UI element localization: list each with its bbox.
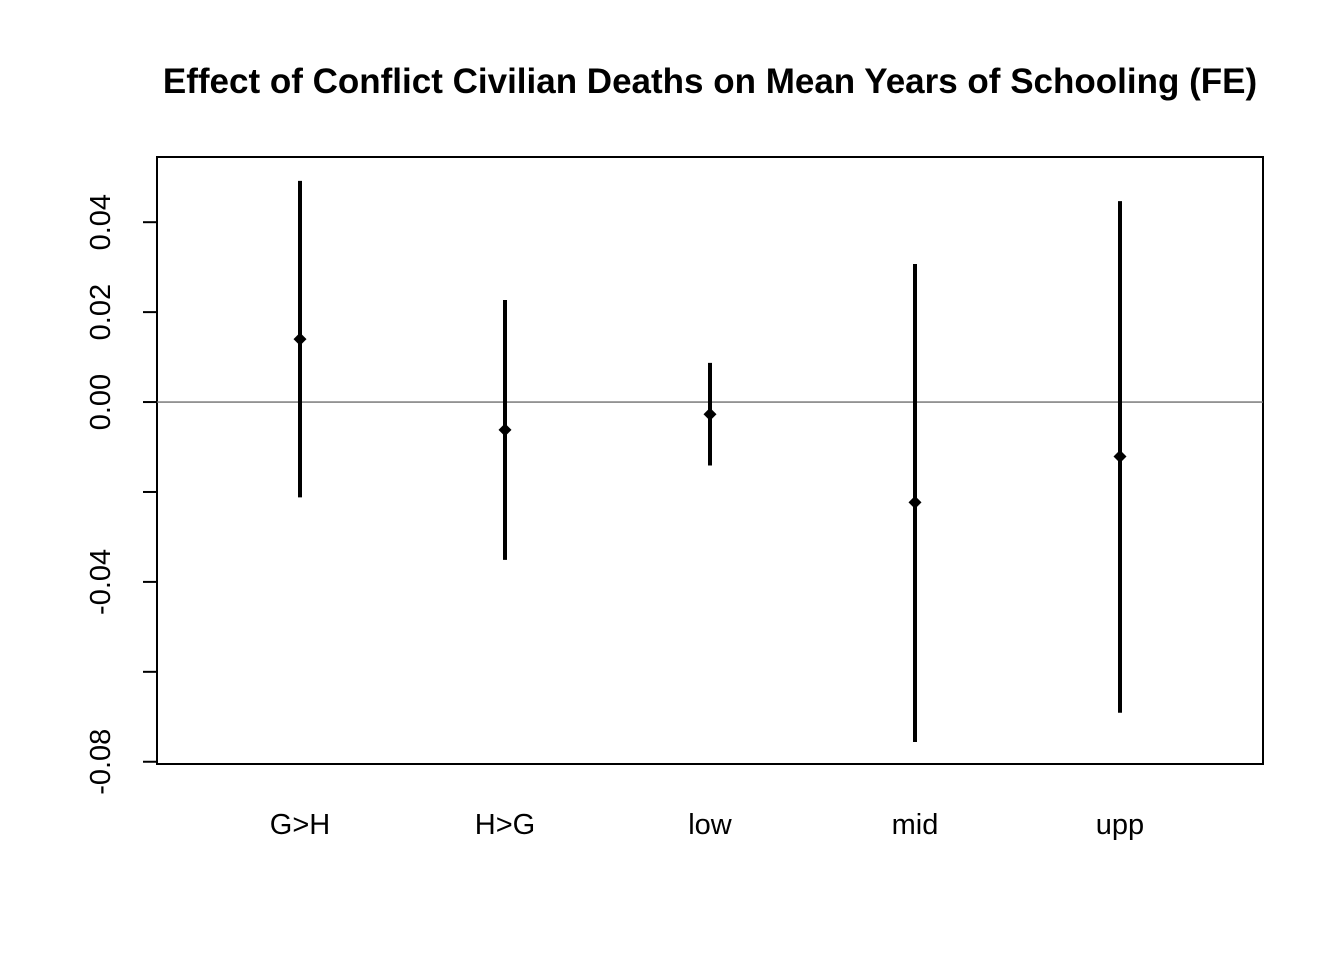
y-axis: 0.04 0.02 0.00 -0.04 -0.08 — [85, 194, 158, 795]
confidence-intervals — [298, 180, 1122, 742]
x-tick-label: upp — [1096, 809, 1144, 841]
x-axis: G>H H>G low mid upp — [270, 809, 1144, 841]
y-tick-label: -0.08 — [85, 729, 117, 795]
chart-title: Effect of Conflict Civilian Deaths on Me… — [163, 62, 1257, 101]
y-tick-label: 0.00 — [85, 374, 117, 430]
point-estimate-2 — [703, 407, 717, 421]
x-tick-label: G>H — [270, 809, 330, 841]
y-tick-label: 0.04 — [85, 194, 117, 250]
x-tick-label: H>G — [475, 809, 535, 841]
point-estimate-4 — [1113, 449, 1127, 463]
x-tick-label: mid — [892, 809, 939, 841]
y-tick-label: -0.04 — [85, 549, 117, 615]
y-tick-label: 0.02 — [85, 284, 117, 340]
point-estimates — [293, 332, 1127, 509]
x-tick-label: low — [688, 809, 733, 841]
point-estimate-0 — [293, 332, 307, 346]
point-estimate-3 — [908, 495, 922, 509]
point-estimate-1 — [498, 423, 512, 437]
